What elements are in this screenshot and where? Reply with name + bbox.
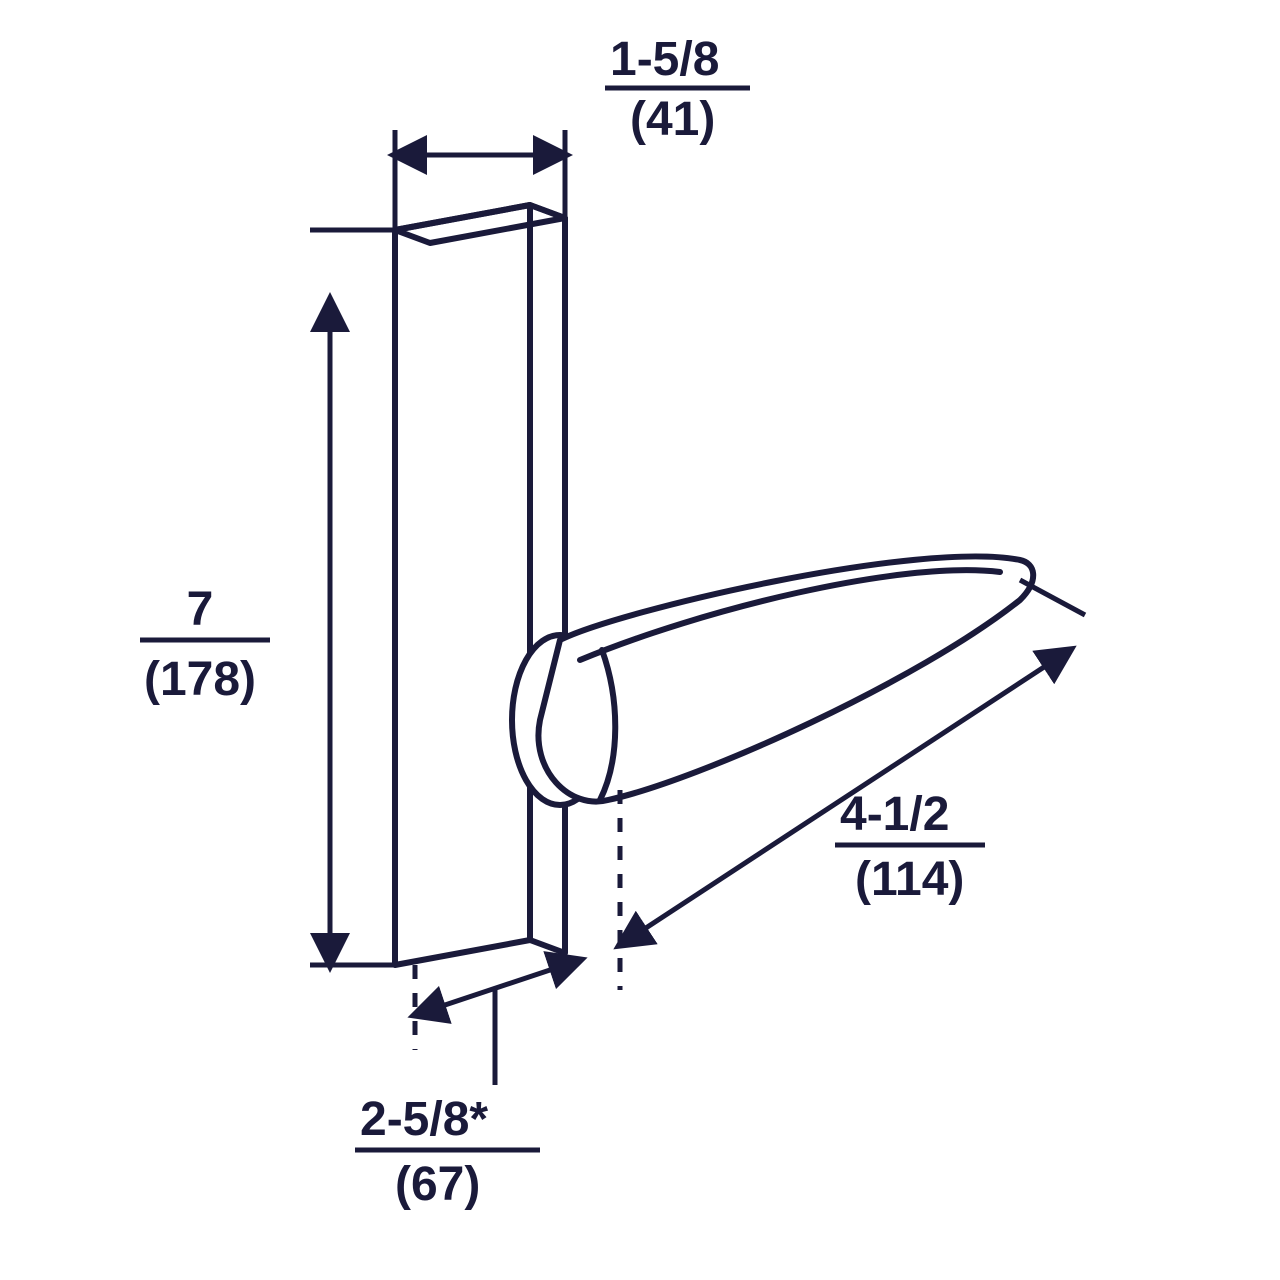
- svg-text:(178): (178): [144, 653, 256, 706]
- lever-handle: [512, 556, 1033, 805]
- dim-plate-height: [310, 230, 395, 965]
- escutcheon-plate: [395, 205, 565, 965]
- svg-text:7: 7: [187, 583, 214, 636]
- dim-lever-center: [415, 960, 580, 1085]
- svg-text:(67): (67): [395, 1158, 480, 1211]
- svg-text:1-5/8: 1-5/8: [610, 33, 719, 86]
- svg-text:2-5/8*: 2-5/8*: [360, 1093, 488, 1146]
- label-plate-height: 7 (178): [140, 583, 270, 706]
- label-plate-width: 1-5/8 (41): [605, 33, 750, 146]
- label-lever-length: 4-1/2 (114): [835, 788, 985, 906]
- lever-escutcheon-diagram: 1-5/8 (41) 7 (178) 4-1/2 (114) 2-5/8* (6…: [0, 0, 1280, 1280]
- svg-text:(114): (114): [855, 853, 964, 906]
- svg-text:(41): (41): [630, 93, 715, 146]
- svg-text:4-1/2: 4-1/2: [840, 788, 949, 841]
- label-lever-center: 2-5/8* (67): [355, 1093, 540, 1211]
- construction-lines: [415, 790, 620, 1050]
